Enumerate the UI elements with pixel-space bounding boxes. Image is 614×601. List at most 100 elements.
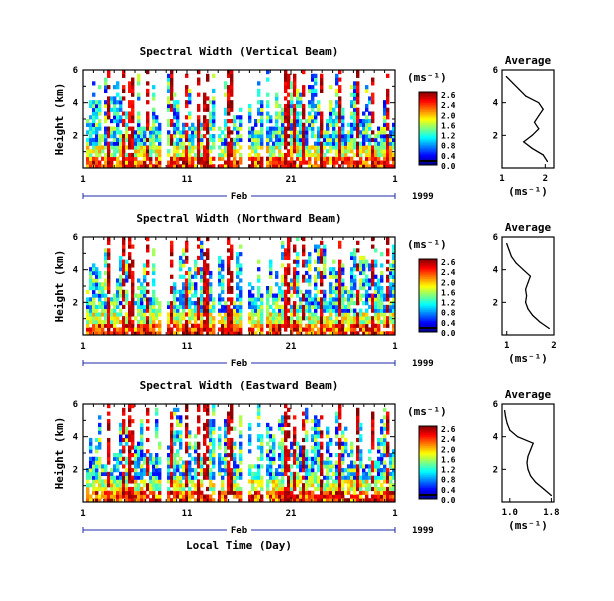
panel3-cell [224, 490, 228, 495]
panel1-cell [128, 85, 132, 90]
panel2-cell [299, 308, 303, 313]
panel1-cell [335, 137, 339, 143]
panel1-cell [131, 141, 135, 146]
panel3-cell [182, 486, 186, 492]
panel3-cell [89, 441, 93, 446]
panel2-cell [119, 331, 123, 336]
panel1-cell [350, 164, 354, 169]
panel2-cell [95, 319, 99, 325]
panel2-cell [122, 293, 126, 298]
panel2-colorbar-segment [419, 271, 437, 275]
panel3-cell [320, 468, 324, 473]
panel3-cell [98, 456, 102, 461]
panel1-cell [260, 115, 264, 120]
panel3-profile-y-tick-label: 2 [493, 465, 498, 475]
panel3-cell [140, 475, 144, 480]
panel1-cell [158, 160, 162, 165]
panel1-cell [233, 156, 237, 161]
panel1-cell [296, 103, 300, 109]
panel2-cell [341, 293, 345, 298]
panel2-colorbar-segment [419, 311, 437, 315]
panel1-cell [152, 85, 156, 90]
panel1-cell [320, 81, 324, 86]
panel2-cell [278, 308, 282, 313]
panel1-cell [290, 141, 294, 146]
panel2-cell [176, 312, 180, 317]
panel1-cell [158, 134, 162, 139]
panel1-profile-frame [501, 69, 555, 169]
panel2-cell [182, 248, 186, 253]
panel1-cell [185, 134, 189, 139]
panel2-cell [143, 316, 147, 321]
panel1-cell [392, 156, 396, 161]
panel1-cell [266, 145, 270, 150]
panel1-cell [95, 111, 99, 116]
panel1-cell [158, 141, 162, 146]
panel2-cell [392, 244, 396, 249]
panel2-cell [365, 308, 369, 313]
panel1-cell [338, 149, 342, 154]
panel1-cell [299, 145, 303, 150]
panel2-cell [284, 323, 288, 328]
panel1-cell [116, 122, 120, 127]
panel1-cell [122, 85, 126, 90]
panel2-cell [137, 278, 141, 283]
panel1-cell [188, 96, 192, 101]
panel2-cell [389, 286, 393, 291]
panel2-colorbar-segment [419, 291, 437, 295]
panel2-cell [149, 301, 153, 306]
panel1-cell [110, 152, 114, 158]
panel1-cell [230, 81, 234, 86]
panel3-cell [89, 483, 93, 488]
panel3-cell [134, 464, 138, 469]
panel2-cell [260, 301, 264, 306]
panel3-cell [338, 486, 342, 492]
panel3-cell [377, 441, 381, 446]
panel2-cell [104, 278, 108, 283]
panel1-cell [239, 152, 243, 158]
panel2-cell [359, 259, 363, 264]
panel2-cell [110, 297, 114, 302]
panel2-cell [89, 316, 93, 321]
panel3-cell [341, 445, 345, 450]
panel1-cell [230, 85, 234, 90]
panel1-cell [104, 156, 108, 161]
panel2-cell [230, 286, 234, 291]
panel1-cell [287, 164, 291, 169]
panel2-cell [293, 270, 297, 276]
panel1-cell [200, 152, 204, 158]
panel1-cell [98, 107, 102, 112]
panel1-colorbar-segment [419, 130, 437, 133]
panel1-cell [365, 160, 369, 165]
panel3-cell [248, 437, 252, 443]
panel2-cell [185, 278, 189, 283]
panel3-cell [152, 483, 156, 488]
panel2-cell [311, 297, 315, 302]
panel2-cell [179, 312, 183, 317]
panel2-cell [188, 331, 192, 336]
panel3-cell [305, 490, 309, 495]
panel1-cell [206, 152, 210, 158]
panel1-cell [212, 115, 216, 120]
panel1-cell [197, 149, 201, 154]
panel1-cell [107, 141, 111, 146]
panel2-cell [197, 301, 201, 306]
panel2-cell [191, 312, 195, 317]
panel2-cell [89, 304, 93, 310]
panel3-cell [266, 449, 270, 454]
panel1-cell [122, 137, 126, 143]
panel3-cell [188, 453, 192, 458]
panel2-cell [329, 331, 333, 336]
panel2-cell [299, 301, 303, 306]
panel3-cell [311, 449, 315, 454]
panel1-cell [293, 73, 297, 78]
panel3-cell [344, 498, 348, 503]
panel3-cell [125, 441, 129, 446]
panel1-cell [194, 134, 198, 139]
panel3-colorbar-segment [419, 488, 437, 491]
panel1-cell [134, 130, 138, 135]
panel1-cell [284, 73, 288, 78]
panel2-cell [281, 255, 285, 261]
panel1-cell [296, 115, 300, 120]
